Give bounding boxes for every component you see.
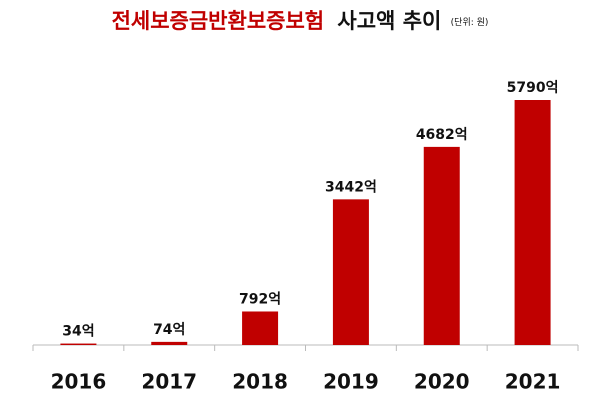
bar bbox=[242, 311, 279, 345]
bar bbox=[151, 341, 188, 345]
x-tick-label: 2019 bbox=[323, 370, 379, 394]
bar bbox=[60, 343, 97, 345]
value-label: 3442억 bbox=[325, 179, 377, 195]
bar bbox=[514, 100, 551, 345]
bar bbox=[332, 199, 369, 345]
value-label: 792억 bbox=[239, 291, 281, 307]
value-label: 74억 bbox=[153, 322, 185, 338]
x-tick-label: 2017 bbox=[141, 370, 197, 394]
value-label: 4682억 bbox=[416, 127, 468, 143]
value-label: 5790억 bbox=[507, 80, 559, 96]
value-label: 34억 bbox=[62, 324, 94, 340]
x-tick-label: 2021 bbox=[505, 370, 561, 394]
chart-title: 전세보증금반환보증보험 bbox=[112, 9, 325, 33]
chart-title-suffix: 사고액 추이 bbox=[337, 9, 441, 33]
x-tick-label: 2020 bbox=[414, 370, 470, 394]
x-tick-label: 2018 bbox=[232, 370, 288, 394]
unit-label: (단위: 원) bbox=[451, 17, 489, 28]
x-tick-label: 2016 bbox=[51, 370, 107, 394]
chart-title-group: 전세보증금반환보증보험 사고액 추이 (단위: 원) bbox=[112, 9, 489, 33]
bar bbox=[423, 146, 460, 345]
